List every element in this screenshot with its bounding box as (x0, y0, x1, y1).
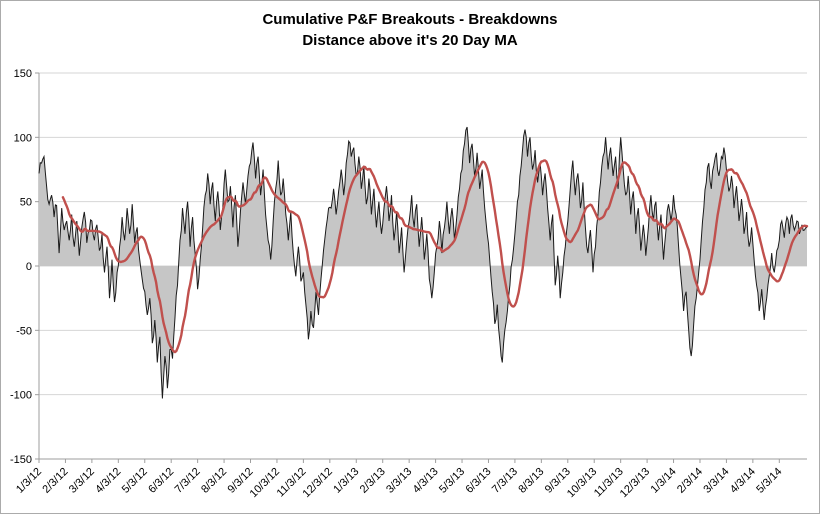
x-axis-label: 4/3/12 (93, 466, 123, 496)
x-axis-label: 6/3/12 (146, 466, 176, 496)
y-axis-label: 100 (14, 132, 32, 144)
x-axis-label: 7/3/13 (490, 466, 520, 496)
x-axis-label: 1/3/14 (649, 466, 679, 496)
chart-title: Cumulative P&F Breakouts - Breakdowns Di… (1, 9, 819, 51)
y-axis-label: -100 (10, 390, 32, 402)
x-axis-label: 2/3/14 (675, 466, 705, 496)
chart-title-line2: Distance above it's 20 Day MA (302, 32, 518, 49)
x-axis-label: 5/3/12 (120, 466, 150, 496)
x-axis-label: 8/3/12 (199, 466, 229, 496)
x-axis-label: 2/3/12 (40, 466, 70, 496)
x-axis-label: 3/3/14 (701, 466, 731, 496)
x-axis-label: 10/3/13 (565, 466, 599, 500)
x-axis-label: 12/3/13 (618, 466, 652, 500)
x-axis-label: 6/3/13 (463, 466, 493, 496)
x-axis-label: 10/3/12 (248, 466, 282, 500)
x-axis-label: 5/3/14 (754, 466, 784, 496)
x-axis-label: 8/3/13 (516, 466, 546, 496)
y-axis-label: 0 (26, 261, 32, 273)
y-axis-label: -150 (10, 454, 32, 466)
chart-title-line1: Cumulative P&F Breakouts - Breakdowns (262, 11, 558, 28)
ma-line (61, 159, 809, 354)
x-axis-label: 3/3/13 (384, 466, 414, 496)
breakouts-line (38, 126, 808, 399)
y-axis-label: 50 (20, 197, 32, 209)
x-axis-label: 7/3/12 (173, 466, 203, 496)
x-axis-label: 4/3/14 (728, 466, 758, 496)
x-axis-label: 3/3/12 (67, 466, 97, 496)
y-axis-label: 150 (14, 68, 32, 80)
x-axis-label: 1/3/13 (331, 466, 361, 496)
x-axis-label: 1/3/12 (14, 466, 44, 496)
y-axis-label: -50 (16, 325, 32, 337)
x-axis-label: 4/3/13 (411, 466, 441, 496)
x-axis-label: 5/3/13 (437, 466, 467, 496)
x-axis-label: 2/3/13 (358, 466, 388, 496)
breakouts-area (39, 127, 807, 399)
x-axis-label: 12/3/12 (301, 466, 335, 500)
